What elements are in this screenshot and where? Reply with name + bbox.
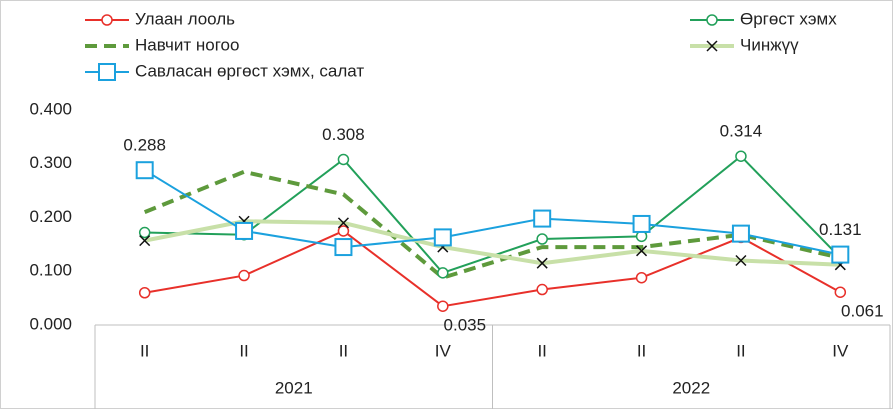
marker	[135, 161, 154, 180]
y-tick-label: 0.000	[29, 314, 72, 333]
marker	[536, 233, 548, 245]
y-tick-label: 0.400	[29, 99, 72, 118]
series-line	[144, 229, 841, 308]
x-tick-label: II	[239, 341, 248, 360]
marker	[735, 150, 747, 162]
marker	[98, 63, 116, 81]
marker	[337, 153, 350, 166]
legend-label: Улаан лооль	[135, 9, 235, 28]
legend-item: Чинжүү	[690, 35, 799, 54]
marker	[437, 300, 449, 312]
data-label: 0.061	[841, 302, 884, 321]
marker	[735, 254, 747, 267]
marker	[632, 214, 651, 233]
marker	[235, 221, 254, 240]
data-label: 0.288	[123, 136, 166, 155]
marker	[831, 245, 850, 264]
data-label: 0.035	[444, 316, 487, 335]
x-tick-label: II	[637, 341, 646, 360]
marker	[706, 14, 718, 26]
marker	[101, 14, 113, 26]
marker	[536, 257, 548, 269]
marker	[834, 286, 847, 298]
x-tick-label: II	[140, 341, 149, 360]
legend-item: Улаан лооль	[85, 9, 235, 28]
x-tick-label: II	[537, 341, 546, 360]
marker	[731, 224, 750, 243]
legend-item: Өргөст хэмх	[690, 9, 837, 28]
marker	[433, 228, 452, 247]
y-tick-label: 0.200	[29, 207, 72, 226]
legend-item: Навчит ногоо	[85, 35, 239, 54]
x-tick-label: IV	[832, 341, 849, 360]
x-tick-label: II	[339, 341, 348, 360]
legend-item: Савласан өргөст хэмх, салат	[85, 61, 364, 81]
marker	[138, 287, 151, 299]
legend-label: Савласан өргөст хэмх, салат	[135, 61, 364, 80]
marker	[334, 238, 353, 257]
marker	[635, 271, 648, 284]
marker	[706, 40, 718, 52]
marker	[636, 245, 648, 257]
marker	[533, 209, 552, 228]
marker	[337, 217, 349, 229]
marker	[138, 226, 151, 239]
y-tick-label: 0.100	[29, 261, 72, 280]
data-label: 0.131	[819, 220, 862, 239]
series-line	[144, 219, 841, 267]
y-tick-label: 0.300	[29, 153, 72, 172]
marker	[337, 225, 350, 237]
series-line	[144, 169, 841, 256]
marker	[139, 235, 151, 247]
x-tick-label: II	[736, 341, 745, 360]
marker	[536, 283, 548, 296]
legend-label: Өргөст хэмх	[740, 9, 837, 28]
marker	[238, 269, 250, 282]
marker	[437, 267, 449, 279]
data-label: 0.308	[322, 125, 365, 144]
data-label: 0.314	[720, 122, 763, 141]
group-label: 2021	[275, 378, 313, 397]
series-line	[143, 169, 841, 280]
legend-label: Чинжүү	[740, 35, 799, 54]
x-tick-label: IV	[435, 341, 452, 360]
group-label: 2022	[672, 378, 710, 397]
legend-label: Навчит ногоо	[135, 35, 239, 54]
